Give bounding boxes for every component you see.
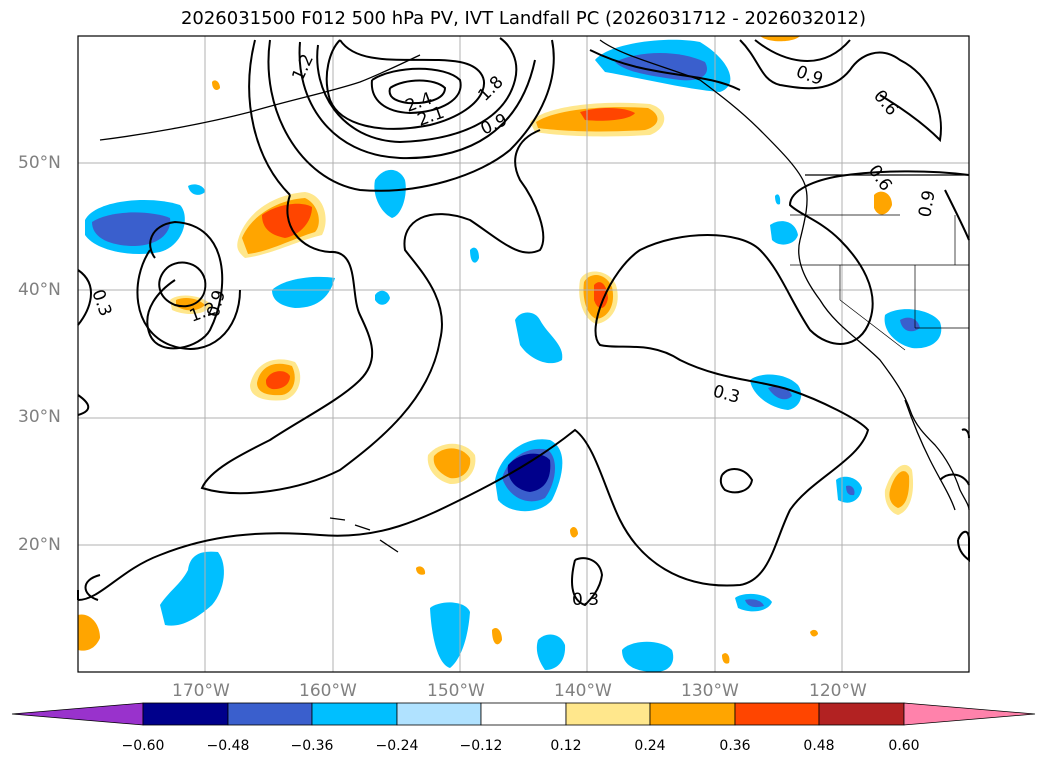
contour-line	[248, 39, 291, 196]
contour-label: 0.9	[915, 189, 939, 219]
shade-blob	[570, 527, 578, 538]
shade-blob	[160, 551, 224, 626]
colorbar-bin	[734, 702, 820, 726]
shade-blob	[594, 282, 608, 309]
coastline-alaska	[599, 39, 970, 511]
colorbar-extend-right	[903, 702, 1036, 726]
contour-line	[77, 394, 90, 416]
lat-label: 30°N	[18, 407, 61, 427]
coastlines	[99, 39, 970, 553]
colorbar-tick: −0.36	[290, 738, 334, 754]
lon-label: 120°W	[809, 681, 867, 701]
colorbar-bin	[227, 702, 313, 726]
colorbar-bin	[311, 702, 398, 726]
lat-label: 50°N	[18, 153, 61, 173]
lon-label: 170°W	[172, 681, 230, 701]
colorbar-bin	[649, 702, 736, 726]
shade-blob	[212, 80, 220, 90]
shade-blob	[375, 290, 390, 305]
colorbar-tick: −0.48	[206, 738, 250, 754]
shaded-field	[78, 36, 942, 672]
contour-line	[571, 557, 604, 607]
shade-blob	[492, 628, 502, 645]
colorbar-tick: −0.12	[459, 738, 503, 754]
contour-line	[325, 39, 485, 130]
shade-blob	[266, 371, 290, 390]
contour-line	[754, 39, 851, 62]
colorbar-tick: 0.48	[803, 738, 835, 754]
contour-line	[388, 79, 447, 105]
colorbar-tick: 0.24	[634, 738, 666, 754]
shade-blob	[722, 653, 730, 664]
contour-label: 0.3	[572, 590, 599, 610]
contour-line	[267, 39, 555, 192]
shade-blob	[272, 276, 335, 308]
colorbar-tick: 0.12	[550, 738, 582, 754]
shade-blob	[374, 169, 406, 218]
shade-blob	[188, 184, 205, 195]
colorbar-tick: −0.60	[121, 738, 165, 754]
colorbar-bin	[396, 702, 482, 726]
shade-blob	[846, 485, 855, 496]
colorbar-tick: 0.36	[719, 738, 751, 754]
contour-line	[77, 269, 93, 326]
shade-blob	[433, 448, 471, 479]
contour-line	[944, 189, 970, 241]
shade-blob	[889, 471, 910, 508]
contour-line	[719, 468, 754, 494]
state-borders	[790, 214, 969, 351]
contour-line	[77, 170, 970, 601]
shade-blob	[810, 629, 818, 637]
shade-blob	[775, 194, 781, 205]
shade-blob	[622, 641, 674, 672]
contour-line	[298, 41, 536, 160]
pv-contours	[77, 37, 970, 607]
colorbar-bin	[480, 702, 567, 726]
figure-title: 2026031500 F012 500 hPa PV, IVT Landfall…	[180, 8, 867, 29]
shade-blob	[745, 599, 764, 608]
shade-blob	[507, 453, 551, 492]
shade-blob	[416, 566, 426, 575]
contour-line	[370, 67, 462, 115]
shade-blob	[760, 36, 800, 42]
graticule	[78, 36, 969, 672]
coastline-baja	[904, 399, 956, 511]
map-frame	[77, 35, 970, 673]
colorbar	[11, 702, 1036, 726]
contour-line	[158, 261, 207, 308]
lat-label: 20°N	[18, 535, 61, 555]
contour-line	[200, 129, 545, 495]
shade-blob	[770, 221, 798, 245]
lon-label: 160°W	[299, 681, 357, 701]
shade-blob	[262, 203, 312, 238]
colorbar-bin	[818, 702, 905, 726]
shade-blob	[78, 614, 100, 651]
colorbar-bin	[142, 702, 229, 726]
lon-label: 140°W	[554, 681, 612, 701]
contour-line	[739, 39, 942, 143]
hawaii	[329, 517, 399, 553]
shade-blob	[874, 191, 892, 215]
colorbar-tick: −0.24	[375, 738, 419, 754]
shade-blob	[470, 247, 479, 263]
colorbar-extend-left	[11, 702, 144, 726]
lon-label: 150°W	[427, 681, 485, 701]
shade-blob	[580, 107, 635, 121]
shade-blob	[536, 634, 566, 670]
contour-line	[136, 249, 241, 350]
colorbar-bin	[565, 702, 651, 726]
contour-line	[939, 473, 970, 486]
colorbar-tick: 0.60	[888, 738, 920, 754]
contour-line	[146, 220, 224, 350]
lat-label: 40°N	[18, 280, 61, 300]
aleutians	[99, 54, 421, 141]
shade-blob	[515, 312, 563, 364]
contour-line	[589, 49, 741, 91]
contour-line	[316, 37, 518, 144]
lon-label: 130°W	[681, 681, 739, 701]
